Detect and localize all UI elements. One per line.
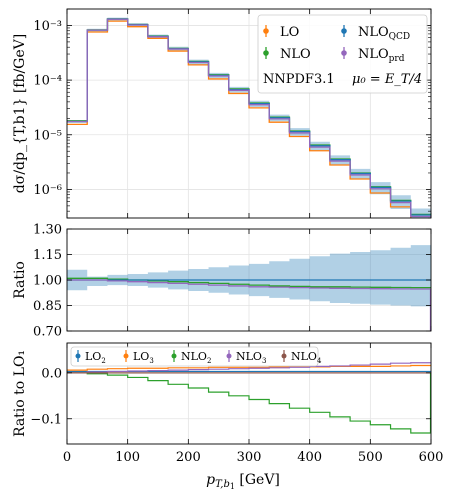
pdf-annotation: NNPDF3.1 (263, 72, 335, 87)
legend-label: NLOprd (358, 47, 405, 64)
lo1-legend-box (70, 346, 319, 367)
band-nlo-qcd (67, 17, 431, 218)
legend-marker (263, 50, 269, 56)
legend-marker (263, 28, 269, 34)
ratio-series-nlo-prd (67, 279, 431, 290)
x-tick-label: 400 (297, 450, 322, 465)
lo1-series-nlo-3 (67, 362, 431, 374)
lo1-y-axis-label: Ratio to LO₁ (12, 350, 28, 437)
x-tick-label: 0 (63, 450, 71, 465)
lo1-series-lo-3 (67, 364, 431, 371)
ratio-band (67, 245, 431, 307)
main-plot-area (67, 9, 431, 218)
legend-entry-nlo (263, 47, 269, 59)
y-tick-label: 10⁻³ (33, 19, 62, 34)
legend-entry-nlo3 (226, 350, 232, 362)
lo1-ratio-plot-area (67, 343, 431, 444)
legend-label: LO (280, 25, 299, 40)
x-tick-label: 200 (176, 450, 201, 465)
legend-label: LO2 (85, 350, 106, 365)
y-tick-label: 0.0 (41, 366, 62, 381)
x-tick-label: 300 (237, 450, 262, 465)
y-tick-label: 0.85 (33, 299, 62, 314)
legend-label: NLO (280, 47, 311, 62)
legend-marker (226, 353, 232, 359)
legend-marker (341, 28, 347, 34)
y-tick-label: 1.15 (33, 248, 62, 263)
legend-marker (75, 353, 81, 359)
y-tick-label: 10⁻⁶ (33, 183, 62, 198)
ratio-plot-area (67, 229, 431, 331)
legend-marker (341, 50, 347, 56)
y-tick-label: 1.30 (33, 223, 62, 238)
legend-label: NLO2 (181, 350, 211, 365)
legend-label: LO3 (133, 350, 154, 365)
y-tick-label: 10⁻⁵ (33, 128, 62, 143)
y-tick-label: −0.1 (30, 412, 62, 427)
ratio-y-axis-label: Ratio (12, 261, 28, 299)
x-tick-label: 500 (358, 450, 383, 465)
lo1-series-nlo-2 (67, 372, 431, 434)
legend-entry-nlo4 (281, 350, 287, 362)
series-nlo-prd (67, 18, 431, 218)
legend-marker (123, 353, 129, 359)
y-tick-label: 1.00 (33, 274, 62, 289)
legend-marker (171, 353, 177, 359)
x-tick-label: 600 (419, 450, 444, 465)
legend-entry-nloprd (341, 47, 347, 59)
y-tick-label: 10⁻⁴ (33, 74, 62, 89)
legend-marker (281, 353, 287, 359)
legend-label: NLO4 (291, 350, 322, 365)
x-axis-label: pT,b1 [GeV] (206, 472, 280, 491)
legend-entry-nlo2 (171, 350, 177, 362)
legend-label: NLO3 (236, 350, 266, 365)
x-tick-label: 100 (115, 450, 140, 465)
legend-label: NLOQCD (358, 25, 410, 42)
legend-entry-lo2 (75, 350, 81, 362)
main-y-axis-label: dσ/dp_{T,b1} [fb/GeV] (12, 34, 28, 193)
legend-entry-nloqcd (341, 25, 347, 37)
y-tick-label: 0.70 (33, 325, 62, 340)
scale-annotation: μ₀ = E_T/4 (352, 72, 422, 87)
legend-entry-lo (263, 25, 269, 37)
legend-entry-lo3 (123, 350, 129, 362)
